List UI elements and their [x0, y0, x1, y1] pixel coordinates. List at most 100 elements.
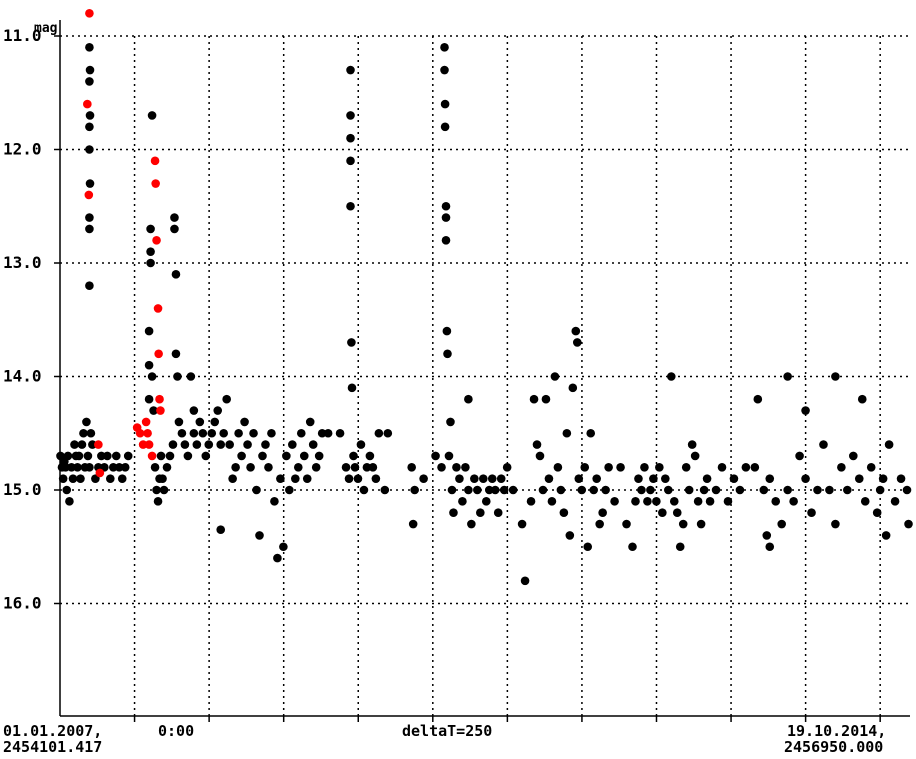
data-point [85, 77, 94, 86]
data-point [86, 428, 96, 438]
data-point [276, 474, 285, 483]
data-point [562, 428, 572, 438]
data-point [168, 440, 178, 449]
data-point [508, 485, 518, 495]
data-point [195, 417, 205, 427]
data-point [789, 497, 798, 506]
data-point [484, 485, 494, 495]
data-point [628, 542, 637, 552]
data-point [82, 417, 91, 427]
data-point [147, 111, 157, 120]
data-point [106, 474, 115, 483]
x-start-date-label: 01.01.2007, [3, 722, 102, 740]
highlight-point [150, 156, 160, 166]
data-point [419, 474, 428, 483]
data-point [658, 508, 667, 517]
data-point [690, 451, 700, 461]
highlight-point [154, 349, 163, 359]
data-point [279, 542, 288, 552]
data-points [56, 9, 913, 586]
data-point [365, 451, 375, 461]
y-tick-label: 14.0 [3, 367, 42, 386]
data-point [252, 485, 261, 495]
data-point [219, 428, 228, 438]
data-point [264, 463, 273, 472]
data-point [440, 43, 449, 52]
data-point [762, 531, 772, 540]
data-point [541, 394, 551, 404]
data-point [872, 508, 882, 517]
data-point [344, 474, 354, 483]
data-point [675, 542, 685, 552]
data-point [174, 417, 184, 427]
data-point [103, 451, 112, 461]
x-center-label: deltaT=250 [402, 722, 492, 740]
data-point [831, 519, 840, 529]
data-point [831, 372, 840, 381]
data-point [85, 145, 94, 154]
highlight-point [135, 428, 145, 438]
data-point [346, 201, 355, 211]
data-point [442, 326, 452, 336]
data-point [293, 463, 303, 472]
data-point [246, 463, 255, 472]
x-end-date-label: 19.10.2014, [787, 722, 886, 740]
data-point [759, 485, 769, 495]
data-point [346, 111, 355, 120]
data-point [890, 497, 900, 506]
data-point [487, 474, 497, 483]
data-point [681, 463, 691, 472]
data-point [532, 440, 542, 449]
data-point [819, 440, 828, 449]
y-axis-label: mag [34, 21, 57, 36]
data-point [464, 394, 473, 404]
data-point [559, 508, 569, 517]
data-point [73, 463, 82, 472]
data-point [85, 111, 95, 120]
data-point [729, 474, 739, 483]
data-point [359, 485, 369, 495]
data-point [177, 428, 187, 438]
data-point [240, 417, 249, 427]
data-point [878, 474, 888, 483]
axes [54, 20, 910, 722]
data-point [234, 428, 243, 438]
data-point [476, 508, 485, 517]
data-point [216, 440, 226, 449]
data-point [291, 474, 300, 483]
data-point [383, 428, 393, 438]
data-point [447, 485, 457, 495]
data-point [108, 463, 118, 472]
y-tick-label: 13.0 [3, 253, 42, 272]
data-point [273, 553, 282, 563]
data-point [446, 417, 455, 427]
data-point [288, 440, 297, 449]
data-point [380, 485, 390, 495]
data-point [85, 463, 94, 472]
data-point [750, 463, 760, 472]
data-point [62, 485, 72, 495]
data-point [85, 65, 95, 75]
data-point [85, 179, 95, 188]
data-point [655, 463, 664, 472]
data-point [347, 383, 357, 393]
data-point [437, 463, 446, 472]
data-point [765, 542, 775, 552]
data-point [464, 485, 473, 495]
data-point [481, 497, 491, 506]
data-point [723, 497, 733, 506]
data-point [371, 474, 381, 483]
data-point [547, 497, 557, 506]
data-point [825, 485, 834, 495]
data-point [571, 326, 581, 336]
gridlines [60, 35, 910, 716]
data-point [711, 485, 721, 495]
data-point [156, 451, 166, 461]
data-point [902, 485, 912, 495]
data-point [669, 497, 679, 506]
data-point [189, 428, 199, 438]
data-point [496, 474, 506, 483]
data-point [452, 463, 461, 472]
data-point [149, 406, 158, 415]
data-point [664, 485, 673, 495]
